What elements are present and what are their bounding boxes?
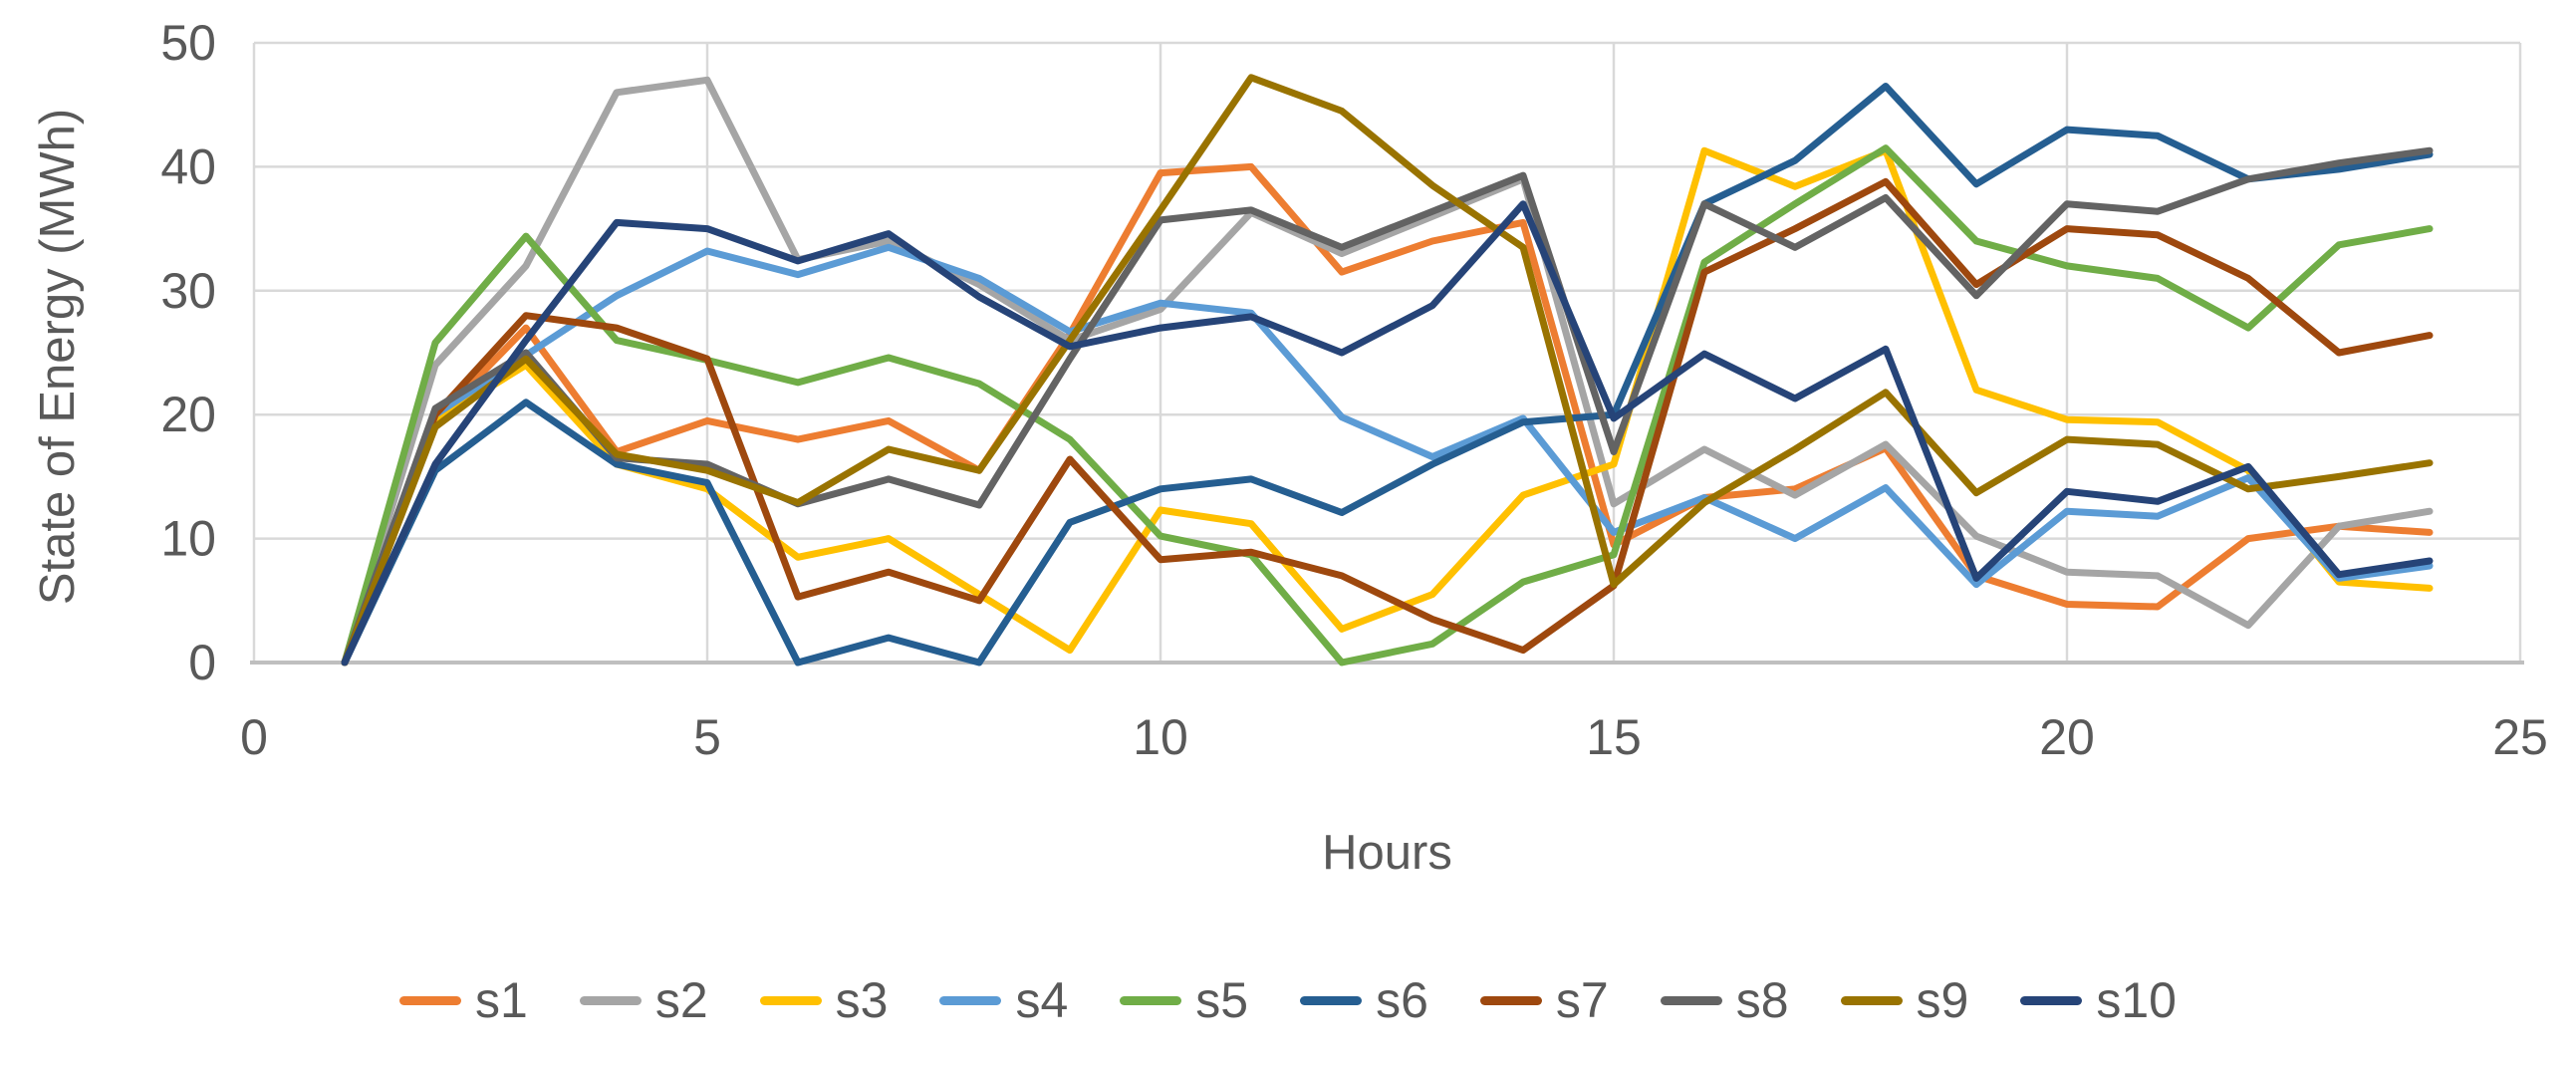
legend-item-s4: s4 bbox=[939, 971, 1068, 1029]
legend-label-s6: s6 bbox=[1376, 972, 1428, 1028]
legend-item-s8: s8 bbox=[1660, 971, 1789, 1029]
legend-item-s5: s5 bbox=[1120, 971, 1248, 1029]
legend-swatch-s4 bbox=[939, 995, 1002, 1005]
legend-swatch-s10 bbox=[2020, 995, 2083, 1005]
legend-swatch-s5 bbox=[1120, 995, 1182, 1005]
legend-label-s8: s8 bbox=[1735, 972, 1789, 1028]
y-axis-title: State of Energy (MWh) bbox=[31, 108, 85, 606]
y-tick-label-10: 10 bbox=[160, 511, 216, 567]
x-axis-title: Hours bbox=[1322, 826, 1452, 880]
series-line-s1 bbox=[341, 162, 2434, 667]
legend-label-s5: s5 bbox=[1195, 972, 1249, 1028]
legend-swatch-s3 bbox=[759, 995, 822, 1005]
legend-item-s1: s1 bbox=[399, 971, 528, 1029]
y-tick-label-40: 40 bbox=[160, 138, 216, 194]
legend-item-s2: s2 bbox=[579, 971, 708, 1029]
legend-swatch-s1 bbox=[399, 995, 462, 1005]
legend-swatch-s7 bbox=[1479, 995, 1542, 1005]
legend-swatch-s6 bbox=[1300, 995, 1363, 1005]
series-line-s7 bbox=[341, 177, 2434, 667]
x-tick-label-10: 10 bbox=[1133, 709, 1188, 765]
series-line-s2 bbox=[341, 76, 2434, 667]
legend-label-s2: s2 bbox=[654, 972, 708, 1028]
legend-label-s10: s10 bbox=[2096, 972, 2177, 1028]
x-tick-label-20: 20 bbox=[2039, 709, 2095, 765]
legend-item-s3: s3 bbox=[759, 971, 889, 1029]
legend-item-s6: s6 bbox=[1300, 971, 1428, 1029]
legend-item-s7: s7 bbox=[1479, 971, 1609, 1029]
legend: s1 s2 s3 s4 s5 s6 s7 s8 s9 s10 bbox=[0, 971, 2576, 1029]
legend-label-s9: s9 bbox=[1916, 972, 1969, 1028]
legend-item-s10: s10 bbox=[2020, 971, 2177, 1029]
y-tick-label-0: 0 bbox=[188, 635, 216, 690]
series-line-s4 bbox=[341, 243, 2434, 667]
y-tick-label-30: 30 bbox=[160, 263, 216, 319]
legend-label-s4: s4 bbox=[1015, 972, 1069, 1028]
legend-swatch-s2 bbox=[579, 995, 642, 1005]
x-tick-label-5: 5 bbox=[693, 709, 721, 765]
legend-item-s9: s9 bbox=[1840, 971, 1969, 1029]
series-line-s3 bbox=[341, 146, 2434, 667]
y-tick-label-50: 50 bbox=[160, 15, 216, 71]
y-tick-label-20: 20 bbox=[160, 387, 216, 442]
legend-swatch-s9 bbox=[1840, 995, 1903, 1005]
x-tick-label-0: 0 bbox=[240, 709, 268, 765]
series-line-s8 bbox=[341, 146, 2434, 667]
x-tick-label-25: 25 bbox=[2492, 709, 2548, 765]
legend-label-s3: s3 bbox=[835, 972, 889, 1028]
legend-label-s1: s1 bbox=[475, 972, 528, 1028]
legend-swatch-s8 bbox=[1660, 995, 1722, 1005]
legend-label-s7: s7 bbox=[1555, 972, 1609, 1028]
series-line-s6 bbox=[341, 83, 2434, 667]
series-line-s9 bbox=[341, 74, 2434, 667]
x-tick-label-15: 15 bbox=[1586, 709, 1642, 765]
series-line-s10 bbox=[341, 200, 2434, 667]
